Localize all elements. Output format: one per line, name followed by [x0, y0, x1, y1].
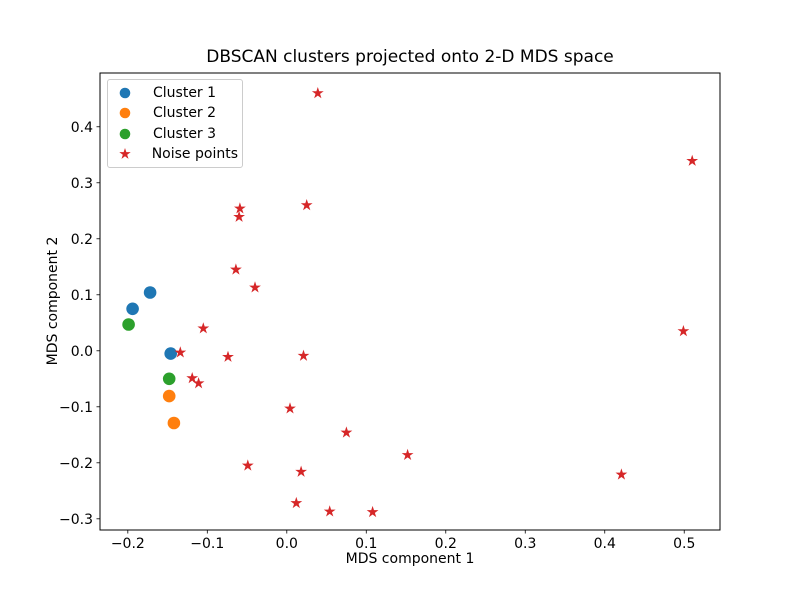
- scatter-point-cluster-1: [164, 347, 177, 360]
- x-axis-label: MDS component 1: [345, 551, 475, 567]
- y-tick-label: −0.1: [59, 400, 93, 416]
- scatter-point-noise-points: [290, 496, 303, 509]
- x-tick-label: 0.5: [673, 536, 695, 552]
- scatter-point-cluster-1: [126, 302, 139, 316]
- legend-label: Cluster 2: [153, 105, 217, 122]
- scatter-point-noise-points: [323, 505, 336, 517]
- legend-item-noise-points: Noise points: [114, 144, 238, 164]
- noise-points-marker-icon: [119, 148, 131, 159]
- scatter-point-cluster-2: [167, 416, 181, 430]
- x-tick-label: 0.3: [514, 536, 536, 552]
- scatter-point-noise-points: [241, 459, 254, 471]
- y-tick-label: 0.3: [71, 176, 93, 192]
- scatter-point-cluster-3: [162, 372, 176, 386]
- scatter-point-noise-points: [284, 402, 296, 414]
- legend-item-cluster-2: Cluster 2: [114, 103, 238, 123]
- cluster-2-marker-icon: [119, 108, 131, 119]
- scatter-point-noise-points: [615, 468, 628, 480]
- y-tick-label: 0.0: [71, 344, 93, 360]
- scatter-point-noise-points: [186, 372, 199, 384]
- star-marker-glyph: [119, 148, 131, 159]
- circle-marker-glyph: [119, 87, 131, 99]
- x-tick-label: 0.0: [276, 536, 298, 552]
- scatter-point-noise-points: [230, 263, 242, 275]
- scatter-point-noise-points: [686, 154, 699, 166]
- scatter-point-noise-points: [222, 350, 234, 362]
- scatter-point-noise-points: [249, 281, 261, 293]
- legend-item-cluster-1: Cluster 1: [114, 83, 238, 103]
- legend-label: Cluster 3: [153, 125, 217, 142]
- x-tick-label: −0.1: [190, 536, 224, 552]
- x-tick-label: 0.4: [594, 536, 616, 552]
- scatter-point-cluster-3: [122, 318, 135, 331]
- scatter-point-noise-points: [234, 202, 246, 214]
- legend-box: Cluster 1 Cluster 2 Cluster 3 Noise poin…: [107, 79, 243, 169]
- y-tick-label: 0.4: [71, 120, 93, 136]
- legend-label: Noise points: [151, 146, 238, 163]
- scatter-point-cluster-1: [143, 286, 157, 299]
- cluster-1-marker-icon: [119, 87, 131, 99]
- y-tick-label: −0.3: [59, 512, 93, 528]
- scatter-point-noise-points: [233, 210, 245, 222]
- x-tick-label: −0.2: [111, 536, 145, 552]
- scatter-point-noise-points: [311, 87, 324, 99]
- chart-title: DBSCAN clusters projected onto 2-D MDS s…: [206, 47, 614, 67]
- scatter-point-noise-points: [300, 199, 313, 211]
- legend-item-cluster-3: Cluster 3: [114, 124, 238, 144]
- y-tick-label: 0.2: [71, 232, 93, 248]
- scatter-point-noise-points: [401, 448, 414, 461]
- cluster-3-marker-icon: [119, 128, 131, 140]
- circle-marker-glyph: [119, 128, 131, 140]
- y-axis-label: MDS component 2: [45, 236, 61, 366]
- scatter-point-cluster-2: [162, 389, 176, 403]
- scatter-point-noise-points: [295, 465, 307, 477]
- scatter-point-noise-points: [192, 377, 205, 389]
- y-tick-label: −0.2: [59, 456, 93, 472]
- scatter-point-noise-points: [340, 426, 353, 438]
- y-tick-label: 0.1: [71, 288, 93, 304]
- x-tick-label: 0.1: [355, 536, 377, 552]
- legend-label: Cluster 1: [153, 85, 217, 102]
- scatter-point-noise-points: [297, 349, 310, 361]
- circle-marker-glyph: [119, 108, 131, 119]
- x-tick-label: 0.2: [435, 536, 457, 552]
- scatter-point-noise-points: [677, 325, 690, 337]
- scatter-point-noise-points: [366, 505, 379, 518]
- scatter-point-noise-points: [197, 322, 210, 334]
- axes-frame: [99, 72, 721, 531]
- scatter-point-noise-points: [174, 346, 187, 358]
